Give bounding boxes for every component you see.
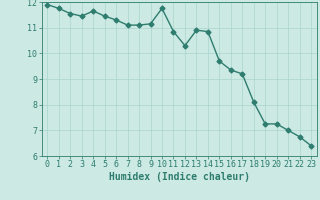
X-axis label: Humidex (Indice chaleur): Humidex (Indice chaleur) [109, 172, 250, 182]
